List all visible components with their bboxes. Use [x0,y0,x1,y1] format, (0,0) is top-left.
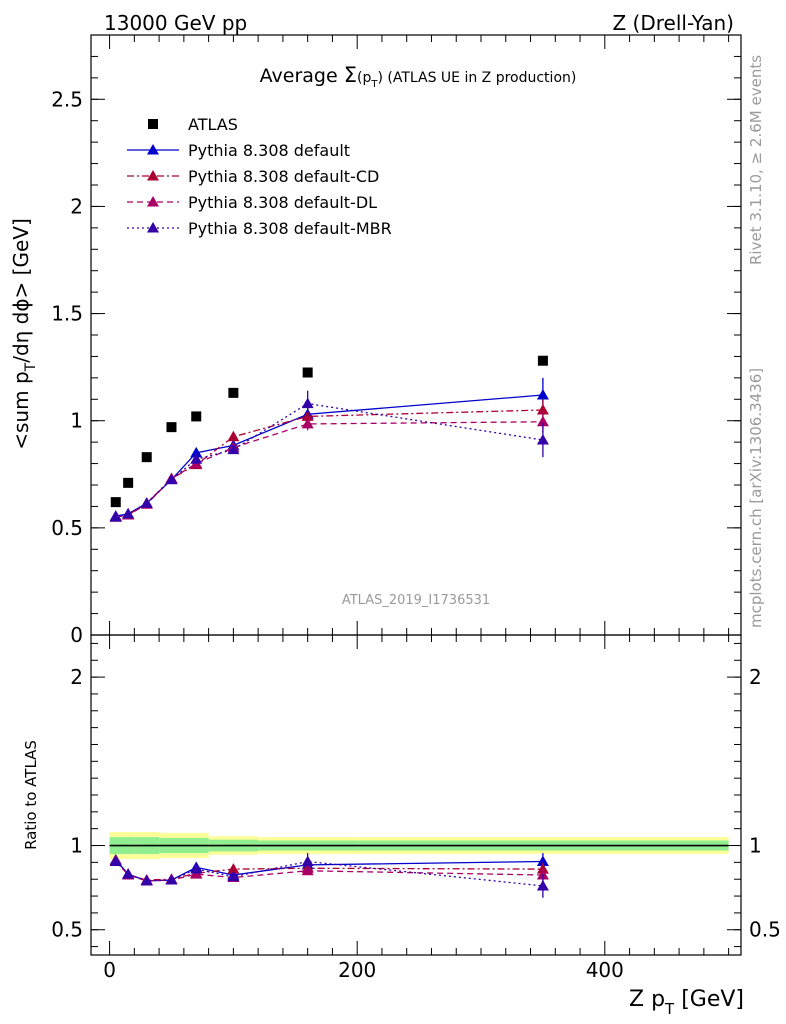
legend-marker [147,170,159,181]
ratio-y-tick-label-right: 1 [749,834,762,858]
plot-title: Average Σ(pT) (ATLAS UE in Z production) [260,63,577,90]
data-point [122,507,135,519]
ratio-line [115,860,543,882]
ratio-point [301,864,314,876]
ratio-point [122,868,135,879]
legend-label: Pythia 8.308 default-MBR [188,219,392,238]
ratio-point [190,863,203,874]
data-point [141,452,152,463]
series-line [115,421,543,518]
data-point [190,453,203,464]
y-tick-label: 0 [70,623,83,647]
x-tick-label: 200 [338,958,376,982]
data-point [190,446,203,458]
series-1 [109,377,549,521]
ratio-series-3 [109,853,549,898]
legend-marker [147,144,159,155]
y-axis-label: <sum pT/dη dϕ> [GeV] [9,218,39,450]
ratio-y-tick-label: 2 [70,665,83,689]
data-point [166,422,177,433]
ratio-point [227,863,240,874]
series-0 [110,355,548,508]
data-point [228,387,239,398]
analysis-watermark: ATLAS_2019_I1736531 [342,593,490,608]
data-point [537,355,548,366]
data-point [301,417,314,429]
x-tick-label: 0 [103,958,116,982]
legend-marker [147,196,159,207]
series-line [115,402,544,518]
data-point [123,477,134,488]
ratio-point [536,879,549,891]
ratio-y-tick-label: 0.5 [51,918,83,942]
series-4 [109,390,549,522]
ratio-point [301,855,314,867]
y-tick-label: 2 [70,194,83,218]
legend-marker [147,222,159,233]
series-line [115,394,543,517]
y-tick-label: 1 [70,409,83,433]
y-tick-label: 1.5 [51,302,83,326]
legend: ATLAS Pythia 8.308 default Pythia 8.308 de… [127,115,392,238]
legend-label: ATLAS [188,115,238,134]
ratio-plot: 0.5 0.5 1 1 2 2 0 200 400 Ratio to ATLAS Z pT [G… [22,634,781,1018]
legend-label: Pythia 8.308 default-CD [188,167,379,186]
x-tick-label: 400 [586,958,624,982]
header-left: 13000 GeV pp [104,11,247,35]
main-plot: 0 0.5 1 1.5 2 2.5 Average Σ(pT) (ATLAS UE in … [9,34,742,647]
legend-label: Pythia 8.308 default-DL [188,193,377,212]
ratio-y-tick-label: 1 [70,834,83,858]
ratio-y-axis-label: Ratio to ATLAS [22,740,40,850]
data-point [110,497,121,508]
ratio-point [227,870,240,882]
data-point [227,430,240,442]
ratio-point [109,855,122,867]
ratio-y-tick-label-right: 2 [749,665,762,689]
ratio-point [165,874,178,885]
x-axis-label: Z pT [GeV] [629,987,744,1018]
rivet-version-label: Rivet 3.1.10, ≥ 2.6M events [747,55,765,265]
legend-label: Pythia 8.308 default [188,141,350,160]
y-tick-label: 0.5 [51,516,83,540]
mcplots-label: mcplots.cern.ch [arXiv:1306.3436] [747,368,765,628]
data-point [227,443,240,455]
data-point [191,411,202,422]
header-right: Z (Drell-Yan) [612,11,734,35]
data-point [301,397,314,409]
ratio-series-1 [109,854,549,885]
legend-marker [148,119,158,129]
data-point [536,404,549,415]
ratio-plot-frame [90,634,742,956]
data-point [536,434,549,445]
series-line [115,409,543,518]
ratio-y-tick-label-right: 0.5 [749,918,781,942]
ratio-point [536,855,549,867]
series-2 [109,399,549,522]
data-point [140,497,153,508]
ratio-line [115,860,543,881]
data-point [109,511,122,522]
data-point [536,415,549,427]
data-point [165,473,178,485]
ratio-point [140,874,153,886]
data-point [302,367,313,378]
y-tick-label: 2.5 [51,87,83,111]
data-point [536,389,549,400]
